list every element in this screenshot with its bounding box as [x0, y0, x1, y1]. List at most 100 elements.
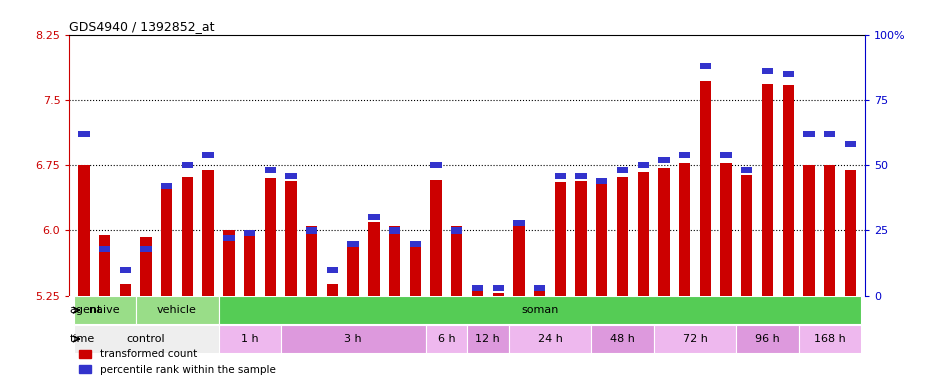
Bar: [741, 175, 753, 296]
Bar: [306, 226, 317, 296]
Bar: [736, 325, 798, 353]
Bar: [596, 178, 608, 184]
Text: 24 h: 24 h: [537, 334, 562, 344]
Bar: [426, 325, 467, 353]
Text: 48 h: 48 h: [610, 334, 635, 344]
Text: 3 h: 3 h: [344, 334, 362, 344]
Text: 96 h: 96 h: [755, 334, 780, 344]
Bar: [223, 235, 235, 242]
Bar: [99, 246, 110, 252]
Text: 168 h: 168 h: [814, 334, 845, 344]
Bar: [596, 183, 608, 296]
Bar: [637, 162, 649, 168]
Bar: [265, 178, 276, 296]
Bar: [721, 164, 732, 296]
Bar: [410, 240, 421, 247]
Bar: [699, 81, 711, 296]
Text: control: control: [127, 334, 166, 344]
Bar: [430, 162, 442, 168]
Bar: [845, 170, 856, 296]
Bar: [824, 131, 835, 137]
Bar: [327, 266, 339, 273]
Bar: [99, 235, 110, 296]
Bar: [659, 157, 670, 163]
Bar: [161, 183, 172, 189]
Bar: [79, 131, 90, 137]
Bar: [388, 226, 401, 296]
Bar: [762, 68, 773, 74]
Bar: [265, 167, 276, 174]
Bar: [280, 325, 426, 353]
Bar: [679, 164, 690, 296]
Bar: [492, 293, 504, 296]
Bar: [79, 165, 90, 296]
Bar: [845, 141, 856, 147]
Bar: [741, 167, 753, 174]
Bar: [555, 182, 566, 296]
Bar: [472, 290, 483, 296]
Bar: [181, 162, 193, 168]
Bar: [203, 152, 214, 158]
Text: 1 h: 1 h: [240, 334, 258, 344]
Bar: [699, 63, 711, 69]
Bar: [430, 180, 442, 296]
Bar: [348, 243, 359, 296]
Bar: [679, 152, 690, 158]
Bar: [119, 266, 131, 273]
Bar: [73, 296, 136, 324]
Bar: [244, 230, 255, 296]
Text: 6 h: 6 h: [438, 334, 455, 344]
Bar: [659, 168, 670, 296]
Bar: [223, 230, 235, 296]
Bar: [575, 181, 586, 296]
Bar: [617, 177, 628, 296]
Bar: [803, 131, 815, 137]
Text: naive: naive: [90, 305, 120, 315]
Bar: [368, 222, 379, 296]
Bar: [181, 177, 193, 296]
Bar: [451, 226, 462, 296]
Bar: [306, 227, 317, 233]
Bar: [575, 172, 586, 179]
Bar: [451, 227, 462, 233]
Bar: [824, 165, 835, 296]
Bar: [472, 285, 483, 291]
Text: soman: soman: [521, 305, 559, 315]
Bar: [73, 325, 218, 353]
Bar: [654, 325, 736, 353]
Text: vehicle: vehicle: [157, 305, 197, 315]
Text: 72 h: 72 h: [683, 334, 708, 344]
Text: 12 h: 12 h: [475, 334, 500, 344]
Bar: [244, 230, 255, 236]
Bar: [591, 325, 654, 353]
Bar: [783, 71, 794, 77]
Bar: [513, 220, 524, 226]
Bar: [388, 227, 401, 233]
Bar: [119, 285, 131, 296]
Bar: [410, 241, 421, 296]
Bar: [534, 285, 546, 291]
Bar: [368, 214, 379, 220]
Bar: [348, 240, 359, 247]
Text: GDS4940 / 1392852_at: GDS4940 / 1392852_at: [69, 20, 215, 33]
Bar: [509, 325, 591, 353]
Bar: [141, 237, 152, 296]
Bar: [136, 296, 218, 324]
Bar: [534, 290, 546, 296]
Bar: [513, 223, 524, 296]
Legend: transformed count, percentile rank within the sample: transformed count, percentile rank withi…: [75, 345, 279, 379]
Bar: [203, 170, 214, 296]
Bar: [141, 246, 152, 252]
Bar: [327, 285, 339, 296]
Bar: [285, 181, 297, 296]
Bar: [555, 172, 566, 179]
Text: time: time: [69, 334, 95, 344]
Bar: [783, 85, 794, 296]
Bar: [161, 187, 172, 296]
Bar: [803, 165, 815, 296]
Bar: [492, 285, 504, 291]
Bar: [721, 152, 732, 158]
Bar: [218, 325, 280, 353]
Bar: [285, 172, 297, 179]
Bar: [637, 172, 649, 296]
